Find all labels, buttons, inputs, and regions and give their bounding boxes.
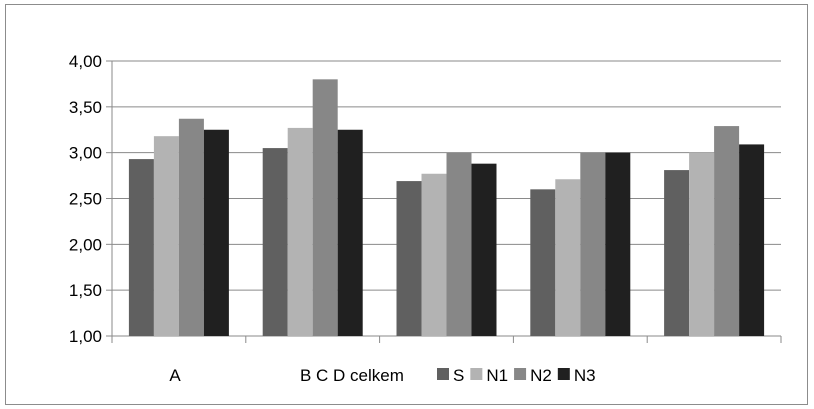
bar-s-b bbox=[262, 148, 288, 336]
legend-label-n2: N2 bbox=[530, 366, 552, 385]
bar-n2-a bbox=[178, 118, 204, 336]
legend-swatch-n1 bbox=[470, 368, 483, 380]
bar-n3-celkem bbox=[739, 144, 765, 336]
legend-swatch-n2 bbox=[514, 368, 527, 380]
bar-s-c bbox=[396, 181, 422, 336]
x-tick-label: A bbox=[169, 366, 181, 385]
y-tick-label: 1,50 bbox=[69, 281, 102, 300]
bar-s-a bbox=[128, 159, 154, 336]
bar-n1-d bbox=[555, 179, 581, 336]
bar-s-celkem bbox=[664, 170, 690, 336]
bar-n3-b bbox=[337, 129, 363, 336]
y-tick-label: 3,50 bbox=[69, 98, 102, 117]
bar-n1-b bbox=[287, 127, 313, 337]
y-tick-label: 2,00 bbox=[69, 235, 102, 254]
bar-n2-c bbox=[446, 152, 472, 336]
y-tick-label: 2,50 bbox=[69, 190, 102, 209]
y-tick-label: 4,00 bbox=[69, 52, 102, 71]
y-tick-label: 1,00 bbox=[69, 327, 102, 346]
bar-n1-c bbox=[421, 173, 447, 336]
legend-label-n3: N3 bbox=[574, 366, 596, 385]
x-tick-label: B C D celkem bbox=[300, 366, 404, 385]
bar-n2-celkem bbox=[714, 126, 740, 336]
bar-n1-celkem bbox=[689, 152, 715, 336]
bar-n3-d bbox=[605, 152, 631, 336]
y-tick-label: 3,00 bbox=[69, 144, 102, 163]
bar-n2-d bbox=[580, 152, 606, 336]
bar-n3-c bbox=[471, 163, 497, 336]
bar-n2-b bbox=[312, 79, 338, 336]
bar-n1-a bbox=[153, 136, 179, 336]
legend-label-s: S bbox=[453, 366, 464, 385]
bar-n3-a bbox=[203, 129, 229, 336]
legend-swatch-s bbox=[437, 368, 449, 380]
bar-s-d bbox=[530, 189, 556, 336]
legend-swatch-n3 bbox=[557, 368, 570, 380]
legend-label-n1: N1 bbox=[486, 366, 508, 385]
